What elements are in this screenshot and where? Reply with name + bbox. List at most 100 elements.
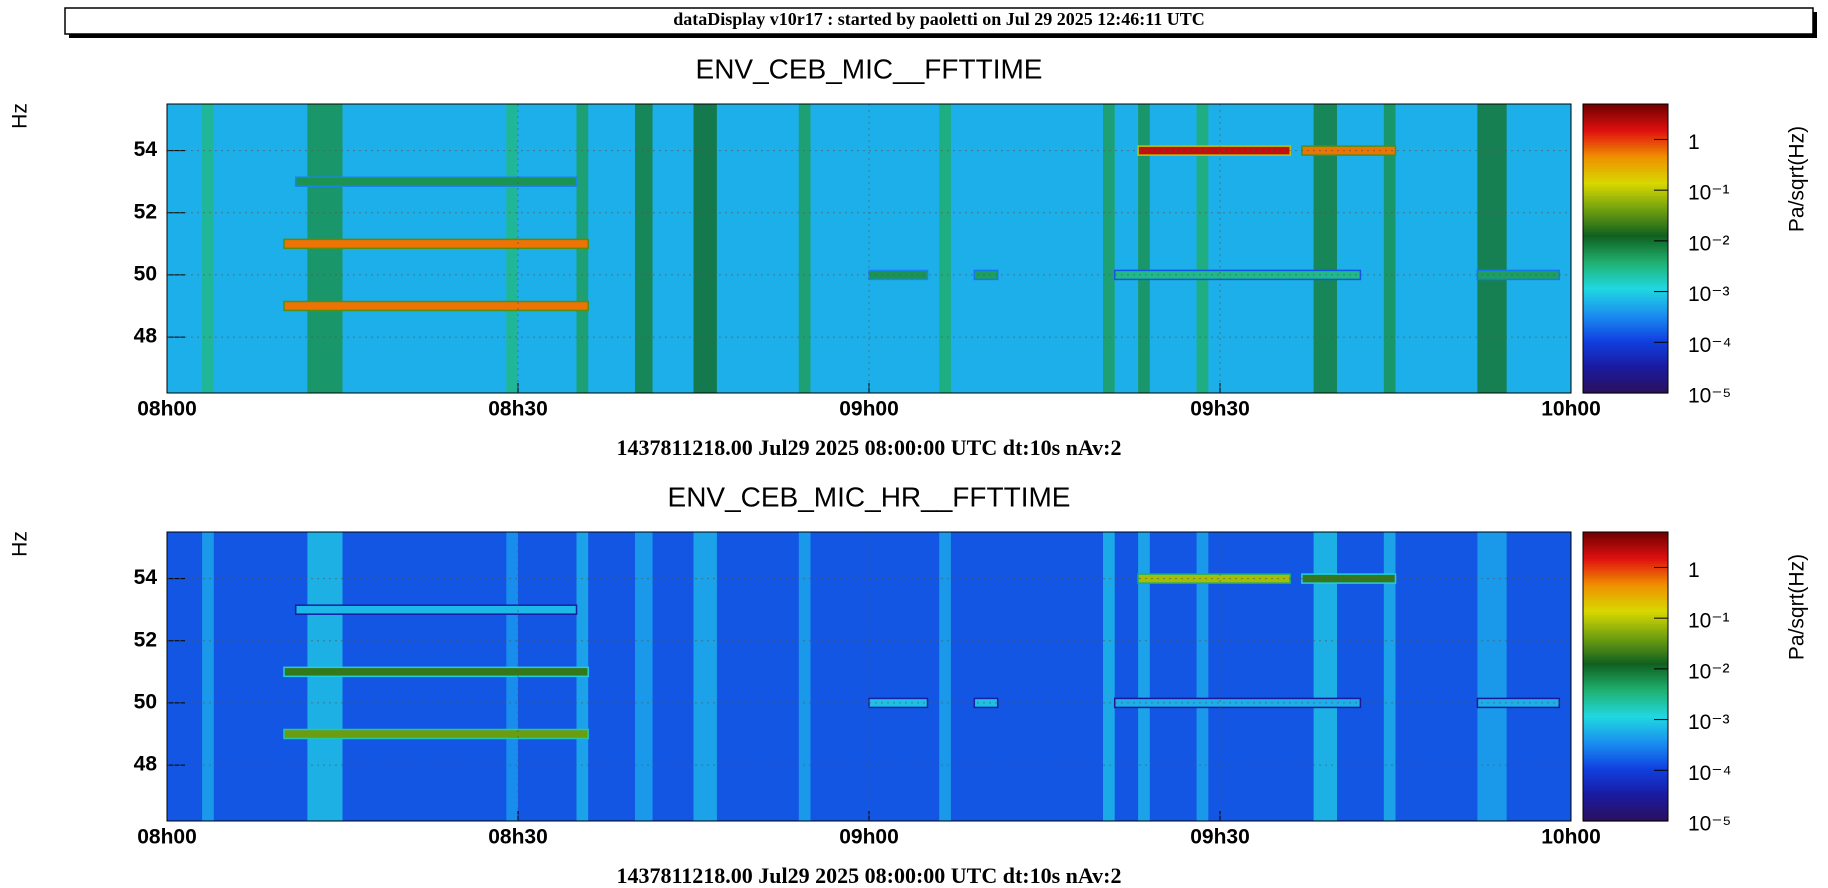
colorbar-cell: [1583, 207, 1668, 211]
colorbar-cell: [1583, 760, 1668, 764]
colorbar-cell: [1583, 816, 1668, 820]
colorbar-cell: [1583, 385, 1668, 389]
colorbar-cell: [1583, 368, 1668, 372]
colorbar-cell: [1583, 777, 1668, 781]
x-tick-label: 08h00: [137, 398, 197, 421]
y-tick-label: 52: [134, 628, 157, 651]
colorbar-cell: [1583, 609, 1668, 613]
colorbar-cell: [1583, 765, 1668, 769]
colorbar-cell: [1583, 731, 1668, 735]
colorbar-cell: [1583, 282, 1668, 286]
colorbar-cell: [1583, 340, 1668, 344]
colorbar-cell: [1583, 698, 1668, 702]
colorbar-cell: [1583, 657, 1668, 661]
colorbar-cell: [1583, 277, 1668, 281]
colorbar-cell: [1583, 563, 1668, 567]
colorbar-cell: [1583, 746, 1668, 750]
colorbar-cell: [1583, 241, 1668, 245]
colorbar-cell: [1583, 306, 1668, 310]
colorbar-cell: [1583, 135, 1668, 139]
colorbar-cell: [1583, 272, 1668, 276]
colorbar-cell: [1583, 248, 1668, 252]
colorbar-cell: [1583, 161, 1668, 165]
colorbar-cell: [1583, 217, 1668, 221]
colorbar-cell: [1583, 616, 1668, 620]
colorbar-cell: [1583, 181, 1668, 185]
colorbar-cell: [1583, 808, 1668, 812]
x-axis-label: 1437811218.00 Jul29 2025 08:00:00 UTC dt…: [616, 435, 1121, 460]
colorbar-cell: [1583, 748, 1668, 752]
colorbar-cell: [1583, 618, 1668, 622]
colorbar-cell: [1583, 342, 1668, 346]
colorbar-cell: [1583, 637, 1668, 641]
colorbar-cell: [1583, 315, 1668, 319]
vertical-band: [1103, 532, 1115, 821]
vertical-band: [798, 104, 811, 393]
colorbar-cell: [1583, 681, 1668, 685]
colorbar-cell: [1583, 575, 1668, 579]
colorbar-tick-label: 10⁻¹: [1688, 610, 1729, 633]
colorbar-cell: [1583, 751, 1668, 755]
colorbar-cell: [1583, 780, 1668, 784]
colorbar-cell: [1583, 546, 1668, 550]
vertical-band: [1383, 532, 1396, 821]
colorbar-cell: [1583, 104, 1668, 108]
colorbar-cell: [1583, 137, 1668, 141]
colorbar-cell: [1583, 722, 1668, 726]
colorbar-cell: [1583, 279, 1668, 283]
y-tick-label: 54: [134, 138, 158, 161]
colorbar-cell: [1583, 147, 1668, 151]
x-tick-label: 09h00: [839, 398, 899, 421]
colorbar-cell: [1583, 246, 1668, 250]
colorbar-cell: [1583, 811, 1668, 815]
colorbar-cell: [1583, 686, 1668, 690]
colorbar-cell: [1583, 582, 1668, 586]
colorbar-cell: [1583, 205, 1668, 209]
colorbar-tick-label: 10⁻¹: [1688, 182, 1729, 205]
colorbar-cell: [1583, 169, 1668, 173]
colorbar-cell: [1583, 209, 1668, 213]
y-tick-label: 50: [134, 262, 157, 285]
colorbar-cell: [1583, 200, 1668, 204]
colorbar-cell: [1583, 125, 1668, 129]
colorbar-cell: [1583, 544, 1668, 548]
spectral-line: [1137, 145, 1291, 156]
colorbar-cell: [1583, 197, 1668, 201]
colorbar-cell: [1583, 371, 1668, 375]
colorbar-cell: [1583, 536, 1668, 540]
colorbar-cell: [1583, 818, 1668, 822]
spectral-line: [1113, 697, 1362, 709]
colorbar-cell: [1583, 775, 1668, 779]
colorbar-cell: [1583, 794, 1668, 798]
colorbar-cell: [1583, 236, 1668, 240]
colorbar-cell: [1583, 323, 1668, 327]
x-tick-label: 09h30: [1190, 398, 1250, 421]
colorbar-cell: [1583, 149, 1668, 153]
colorbar-frame: [1582, 531, 1669, 822]
colorbar-cell: [1583, 299, 1668, 303]
colorbar-cell: [1583, 185, 1668, 189]
colorbar-cell: [1583, 676, 1668, 680]
colorbar-cell: [1583, 195, 1668, 199]
colorbar-cell: [1583, 356, 1668, 360]
colorbar-cell: [1583, 229, 1668, 233]
colorbar-cell: [1583, 354, 1668, 358]
colorbar-cell: [1583, 171, 1668, 175]
spectral-line: [294, 604, 578, 615]
colorbar-cell: [1583, 806, 1668, 810]
colorbar-cell: [1583, 553, 1668, 557]
colorbar-cell: [1583, 813, 1668, 817]
colorbar-cell: [1583, 729, 1668, 733]
colorbar-cell: [1583, 193, 1668, 197]
colorbar-cell: [1583, 642, 1668, 646]
vertical-band: [202, 104, 214, 393]
vertical-band: [202, 532, 214, 821]
colorbar-cell: [1583, 325, 1668, 329]
colorbar-cell: [1583, 630, 1668, 634]
colorbar-cell: [1583, 106, 1668, 110]
colorbar-cell: [1583, 654, 1668, 658]
spectral-line: [1301, 573, 1397, 584]
colorbar-cell: [1583, 584, 1668, 588]
colorbar-cell: [1583, 113, 1668, 117]
colorbar-cell: [1583, 724, 1668, 728]
